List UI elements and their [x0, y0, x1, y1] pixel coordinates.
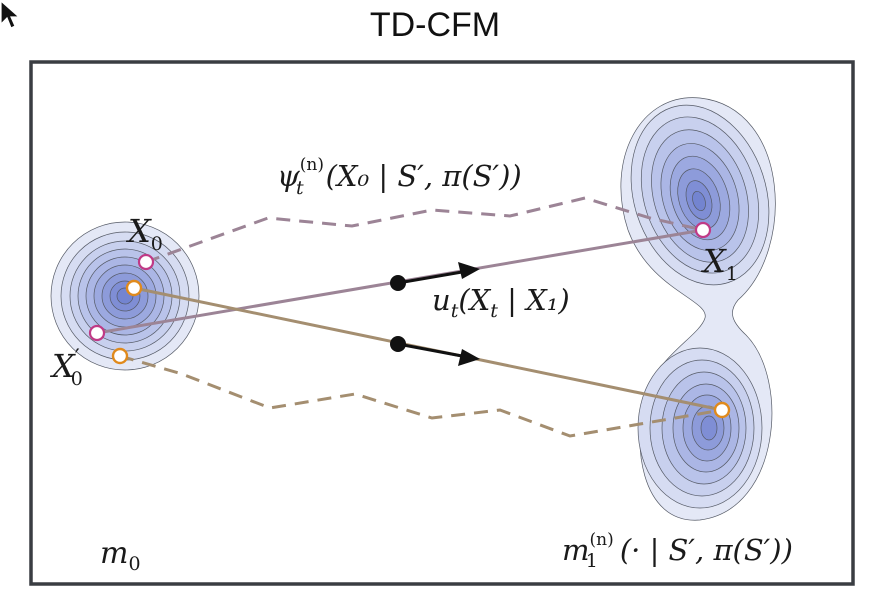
point-x0-prime-pink: [88, 324, 106, 342]
point-x0-prime-orange: [111, 347, 129, 365]
point-x0-orange: [125, 279, 143, 297]
label-m0: m0: [100, 536, 141, 575]
point-x1-pink: [694, 221, 712, 239]
source-density: [50, 221, 200, 371]
point-x1-orange: [713, 401, 731, 419]
pink-noisy-path: [145, 196, 704, 264]
label-velocity: ut(Xt | X₁): [432, 283, 570, 322]
cursor-arrow-icon: [0, 0, 20, 29]
velocity-arrow-bottom: [390, 336, 480, 366]
diagram-title: TD-CFM: [369, 6, 501, 44]
velocity-arrow-top: [390, 262, 480, 291]
label-x0-prime: X′ 0: [49, 346, 83, 390]
label-x0: X0: [125, 212, 163, 255]
label-psi: ψ(n) t (X₀ | S′, π(S′)): [277, 155, 522, 199]
tan-noisy-path: [119, 354, 723, 438]
label-x1: X1: [700, 242, 738, 285]
point-x0-pink: [137, 253, 155, 271]
label-m1: m(n) 1 (· | S′, π(S′)): [562, 530, 793, 572]
